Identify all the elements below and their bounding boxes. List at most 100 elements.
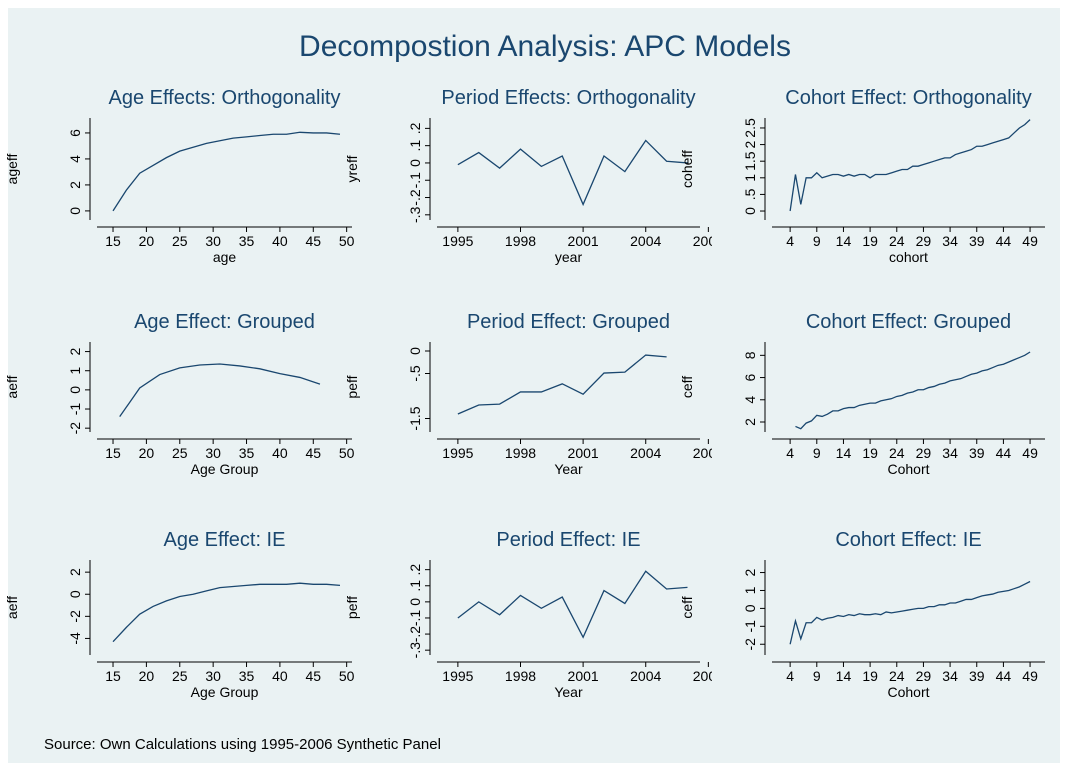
x-tick-label: 1998 bbox=[505, 233, 536, 249]
x-tick-label: 19 bbox=[862, 233, 878, 249]
data-line bbox=[795, 351, 1031, 430]
y-tick-label: 4 bbox=[67, 155, 83, 163]
data-line bbox=[112, 131, 341, 212]
x-axis-title: cohort bbox=[889, 249, 928, 265]
x-tick-label: 40 bbox=[272, 233, 288, 249]
x-tick-label: 24 bbox=[889, 445, 905, 461]
x-tick-label: 1995 bbox=[442, 233, 473, 249]
y-tick-label: 8 bbox=[742, 351, 758, 359]
x-tick-label: 1995 bbox=[442, 668, 473, 684]
y-tick-label: 0 bbox=[742, 604, 758, 612]
panel: Period Effect: Grouped -1.5 -.5 0 1995 1998 20… bbox=[344, 311, 712, 477]
data-line bbox=[457, 354, 667, 415]
x-tick-label: 24 bbox=[889, 668, 905, 684]
x-tick-label: 24 bbox=[889, 233, 905, 249]
panel: Period Effect: IE -.3-.2-.1 0 .1 .2 1995 1998 2… bbox=[344, 529, 712, 700]
y-tick-label: .1 bbox=[407, 140, 423, 152]
x-tick-label: 40 bbox=[272, 445, 288, 461]
x-axis-title: Cohort bbox=[887, 684, 929, 700]
y-tick-label: 2.5 bbox=[742, 118, 758, 138]
panel-title: Cohort Effect: IE bbox=[835, 529, 981, 551]
x-tick-label: 19 bbox=[862, 668, 878, 684]
y-tick-label: 2 bbox=[67, 181, 83, 189]
x-tick-label: 9 bbox=[813, 445, 821, 461]
x-tick-label: 34 bbox=[942, 668, 958, 684]
y-tick-label: 0 bbox=[742, 207, 758, 215]
x-tick-label: 30 bbox=[205, 668, 221, 684]
y-axis-title: ceff bbox=[679, 596, 695, 618]
y-tick-label: -.1 bbox=[407, 172, 423, 189]
x-tick-label: 35 bbox=[239, 445, 255, 461]
x-tick-label: 49 bbox=[1022, 668, 1038, 684]
panel-title: Cohort Effect: Grouped bbox=[806, 311, 1011, 333]
x-tick-label: 30 bbox=[205, 233, 221, 249]
x-tick-label: 1995 bbox=[442, 445, 473, 461]
x-tick-label: 44 bbox=[996, 668, 1012, 684]
x-tick-label: 4 bbox=[786, 668, 794, 684]
x-axis-title: Cohort bbox=[887, 461, 929, 477]
y-tick-label: 2 bbox=[67, 347, 83, 355]
y-tick-label: -2 bbox=[67, 422, 83, 435]
x-tick-label: 2004 bbox=[630, 233, 661, 249]
y-tick-label: 0 bbox=[407, 159, 423, 167]
background bbox=[8, 8, 1060, 763]
x-tick-label: 39 bbox=[969, 233, 985, 249]
x-axis-title: Year bbox=[554, 461, 583, 477]
data-line bbox=[789, 580, 1031, 645]
x-tick-label: 39 bbox=[969, 445, 985, 461]
data-line bbox=[789, 119, 1031, 212]
x-tick-label: 15 bbox=[105, 233, 121, 249]
data-line bbox=[457, 139, 688, 207]
x-tick-label: 2004 bbox=[630, 445, 661, 461]
y-axis-title: coheff bbox=[679, 150, 695, 188]
panel-title: Cohort Effect: Orthogonality bbox=[785, 87, 1031, 109]
x-tick-label: 44 bbox=[996, 233, 1012, 249]
y-tick-label: 0 bbox=[67, 590, 83, 598]
x-tick-label: 2004 bbox=[630, 668, 661, 684]
x-axis-title: Year bbox=[554, 684, 583, 700]
x-tick-label: 20 bbox=[139, 233, 155, 249]
x-tick-label: 30 bbox=[205, 445, 221, 461]
y-tick-label: -2 bbox=[742, 638, 758, 651]
y-tick-label: 2 bbox=[742, 140, 758, 148]
x-tick-label: 9 bbox=[813, 668, 821, 684]
y-tick-label: -1 bbox=[742, 620, 758, 633]
x-tick-label: 34 bbox=[942, 233, 958, 249]
x-tick-label: 1998 bbox=[505, 445, 536, 461]
x-tick-label: 50 bbox=[339, 668, 355, 684]
x-tick-label: 49 bbox=[1022, 233, 1038, 249]
y-axis-title: aeff bbox=[4, 596, 20, 619]
x-tick-label: 29 bbox=[916, 668, 932, 684]
y-axis-title: ageff bbox=[4, 153, 20, 184]
x-axis-title: Age Group bbox=[191, 684, 259, 700]
x-tick-label: 2001 bbox=[568, 445, 599, 461]
x-tick-label: 50 bbox=[339, 445, 355, 461]
x-tick-label: 35 bbox=[239, 233, 255, 249]
panel: Age Effect: Grouped -2 -1 0 1 2 15 20 25 30 35 40 45… bbox=[4, 311, 355, 477]
panel-title: Age Effect: IE bbox=[164, 529, 286, 551]
y-axis-title: peff bbox=[344, 375, 360, 398]
x-tick-label: 2007 bbox=[693, 233, 724, 249]
x-axis-title: age bbox=[213, 249, 237, 265]
panel: Age Effect: IE -4 -2 0 2 15 20 25 30 35 40 45 50 Age … bbox=[4, 529, 355, 700]
y-tick-label: .5 bbox=[742, 188, 758, 200]
y-tick-label: -.1 bbox=[407, 610, 423, 627]
y-axis-title: ceff bbox=[679, 376, 695, 398]
x-tick-label: 29 bbox=[916, 445, 932, 461]
y-axis-title: aeff bbox=[4, 375, 20, 398]
x-tick-label: 25 bbox=[172, 668, 188, 684]
y-tick-label: .2 bbox=[407, 564, 423, 576]
y-tick-label: 2 bbox=[67, 568, 83, 576]
x-tick-label: 25 bbox=[172, 445, 188, 461]
y-tick-label: -.2 bbox=[407, 189, 423, 206]
x-tick-label: 45 bbox=[305, 445, 321, 461]
x-tick-label: 50 bbox=[339, 233, 355, 249]
x-tick-label: 25 bbox=[172, 233, 188, 249]
x-tick-label: 34 bbox=[942, 445, 958, 461]
panel-title: Period Effect: IE bbox=[496, 529, 640, 551]
x-tick-label: 14 bbox=[836, 233, 852, 249]
x-tick-label: 2001 bbox=[568, 668, 599, 684]
x-tick-label: 45 bbox=[305, 233, 321, 249]
